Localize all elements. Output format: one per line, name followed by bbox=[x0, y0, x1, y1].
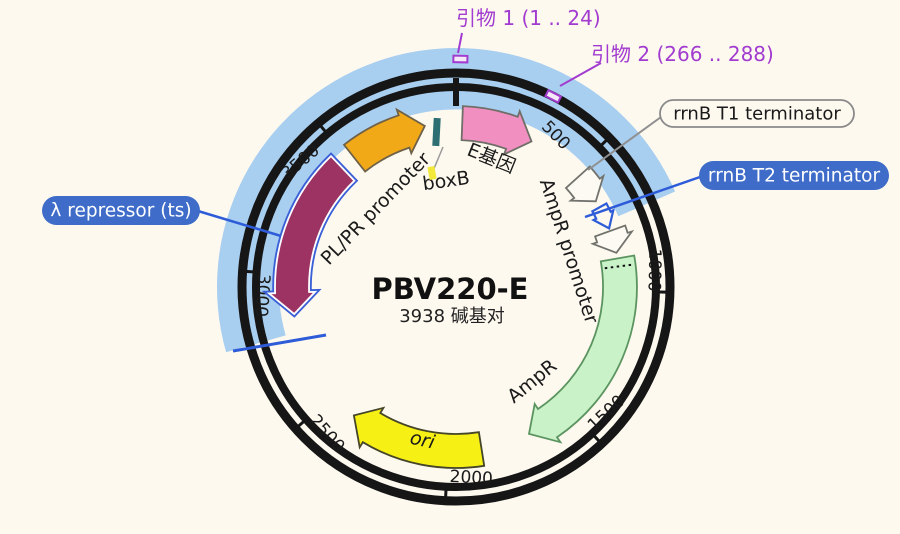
feature-pl-pr-promoter[interactable] bbox=[342, 107, 426, 173]
callout-rrnb-t1[interactable]: rrnB T1 terminator bbox=[659, 99, 855, 128]
tick-mark bbox=[316, 121, 330, 136]
feature-boxb[interactable] bbox=[432, 117, 441, 147]
tick-label: 1000 bbox=[644, 248, 665, 292]
selection-end-line bbox=[232, 333, 327, 353]
ampr-partial-boundary bbox=[604, 263, 634, 270]
feature-ori[interactable] bbox=[352, 406, 486, 469]
callout-rrnb-t2[interactable]: rrnB T2 terminator bbox=[699, 161, 889, 190]
plasmid-size: 3938 碱基对 bbox=[399, 306, 505, 327]
feature-ampr-promoter[interactable] bbox=[590, 224, 635, 254]
rrnb-t2-pill[interactable] bbox=[699, 161, 889, 190]
tick-label: 2000 bbox=[449, 467, 493, 489]
tick-mark bbox=[597, 135, 611, 150]
rrnb-t1-pill[interactable] bbox=[659, 99, 855, 128]
boxb-site-tick bbox=[427, 165, 437, 181]
primer-marker-primer-2[interactable] bbox=[544, 88, 563, 104]
tick-label: 3000 bbox=[251, 273, 274, 318]
primer-1-label[interactable]: 引物 1 (1 .. 24) bbox=[456, 6, 601, 30]
tick-mark bbox=[590, 431, 604, 446]
leader-rrnb-t2 bbox=[584, 175, 701, 219]
leader-lambda-repressor bbox=[197, 209, 282, 238]
feature-rrnb-t1-terminator[interactable] bbox=[564, 165, 606, 203]
leader-primer-1 bbox=[457, 32, 463, 54]
callout-lambda-repressor[interactable]: λ repressor (ts) bbox=[42, 196, 200, 225]
primer-2-label[interactable]: 引物 2 (266 .. 288) bbox=[591, 42, 774, 66]
plasmid-ring-outer bbox=[237, 68, 675, 506]
lambda-pill-text: λ repressor (ts) bbox=[50, 201, 191, 222]
tick-mark bbox=[241, 269, 258, 274]
feature-lambda-repressor-inner-outline bbox=[266, 154, 356, 316]
primer-marker-primer-1[interactable] bbox=[452, 54, 469, 64]
leader-primer-2 bbox=[559, 62, 602, 87]
rrnb-t2-pill-text: rrnB T2 terminator bbox=[708, 166, 881, 187]
plasmid-title: PBV220-E bbox=[371, 272, 528, 306]
tick-mark bbox=[293, 417, 308, 431]
tick-mark bbox=[443, 485, 448, 502]
leader-boxb bbox=[432, 146, 444, 172]
leader-rrnb-t1 bbox=[587, 116, 662, 171]
feature-e-gene[interactable] bbox=[460, 105, 533, 157]
selection-highlight-band bbox=[217, 47, 676, 353]
feature-ampr[interactable] bbox=[527, 254, 638, 444]
rrnb-t1-pill-text: rrnB T1 terminator bbox=[673, 104, 841, 125]
lambda-pill[interactable] bbox=[42, 196, 200, 225]
